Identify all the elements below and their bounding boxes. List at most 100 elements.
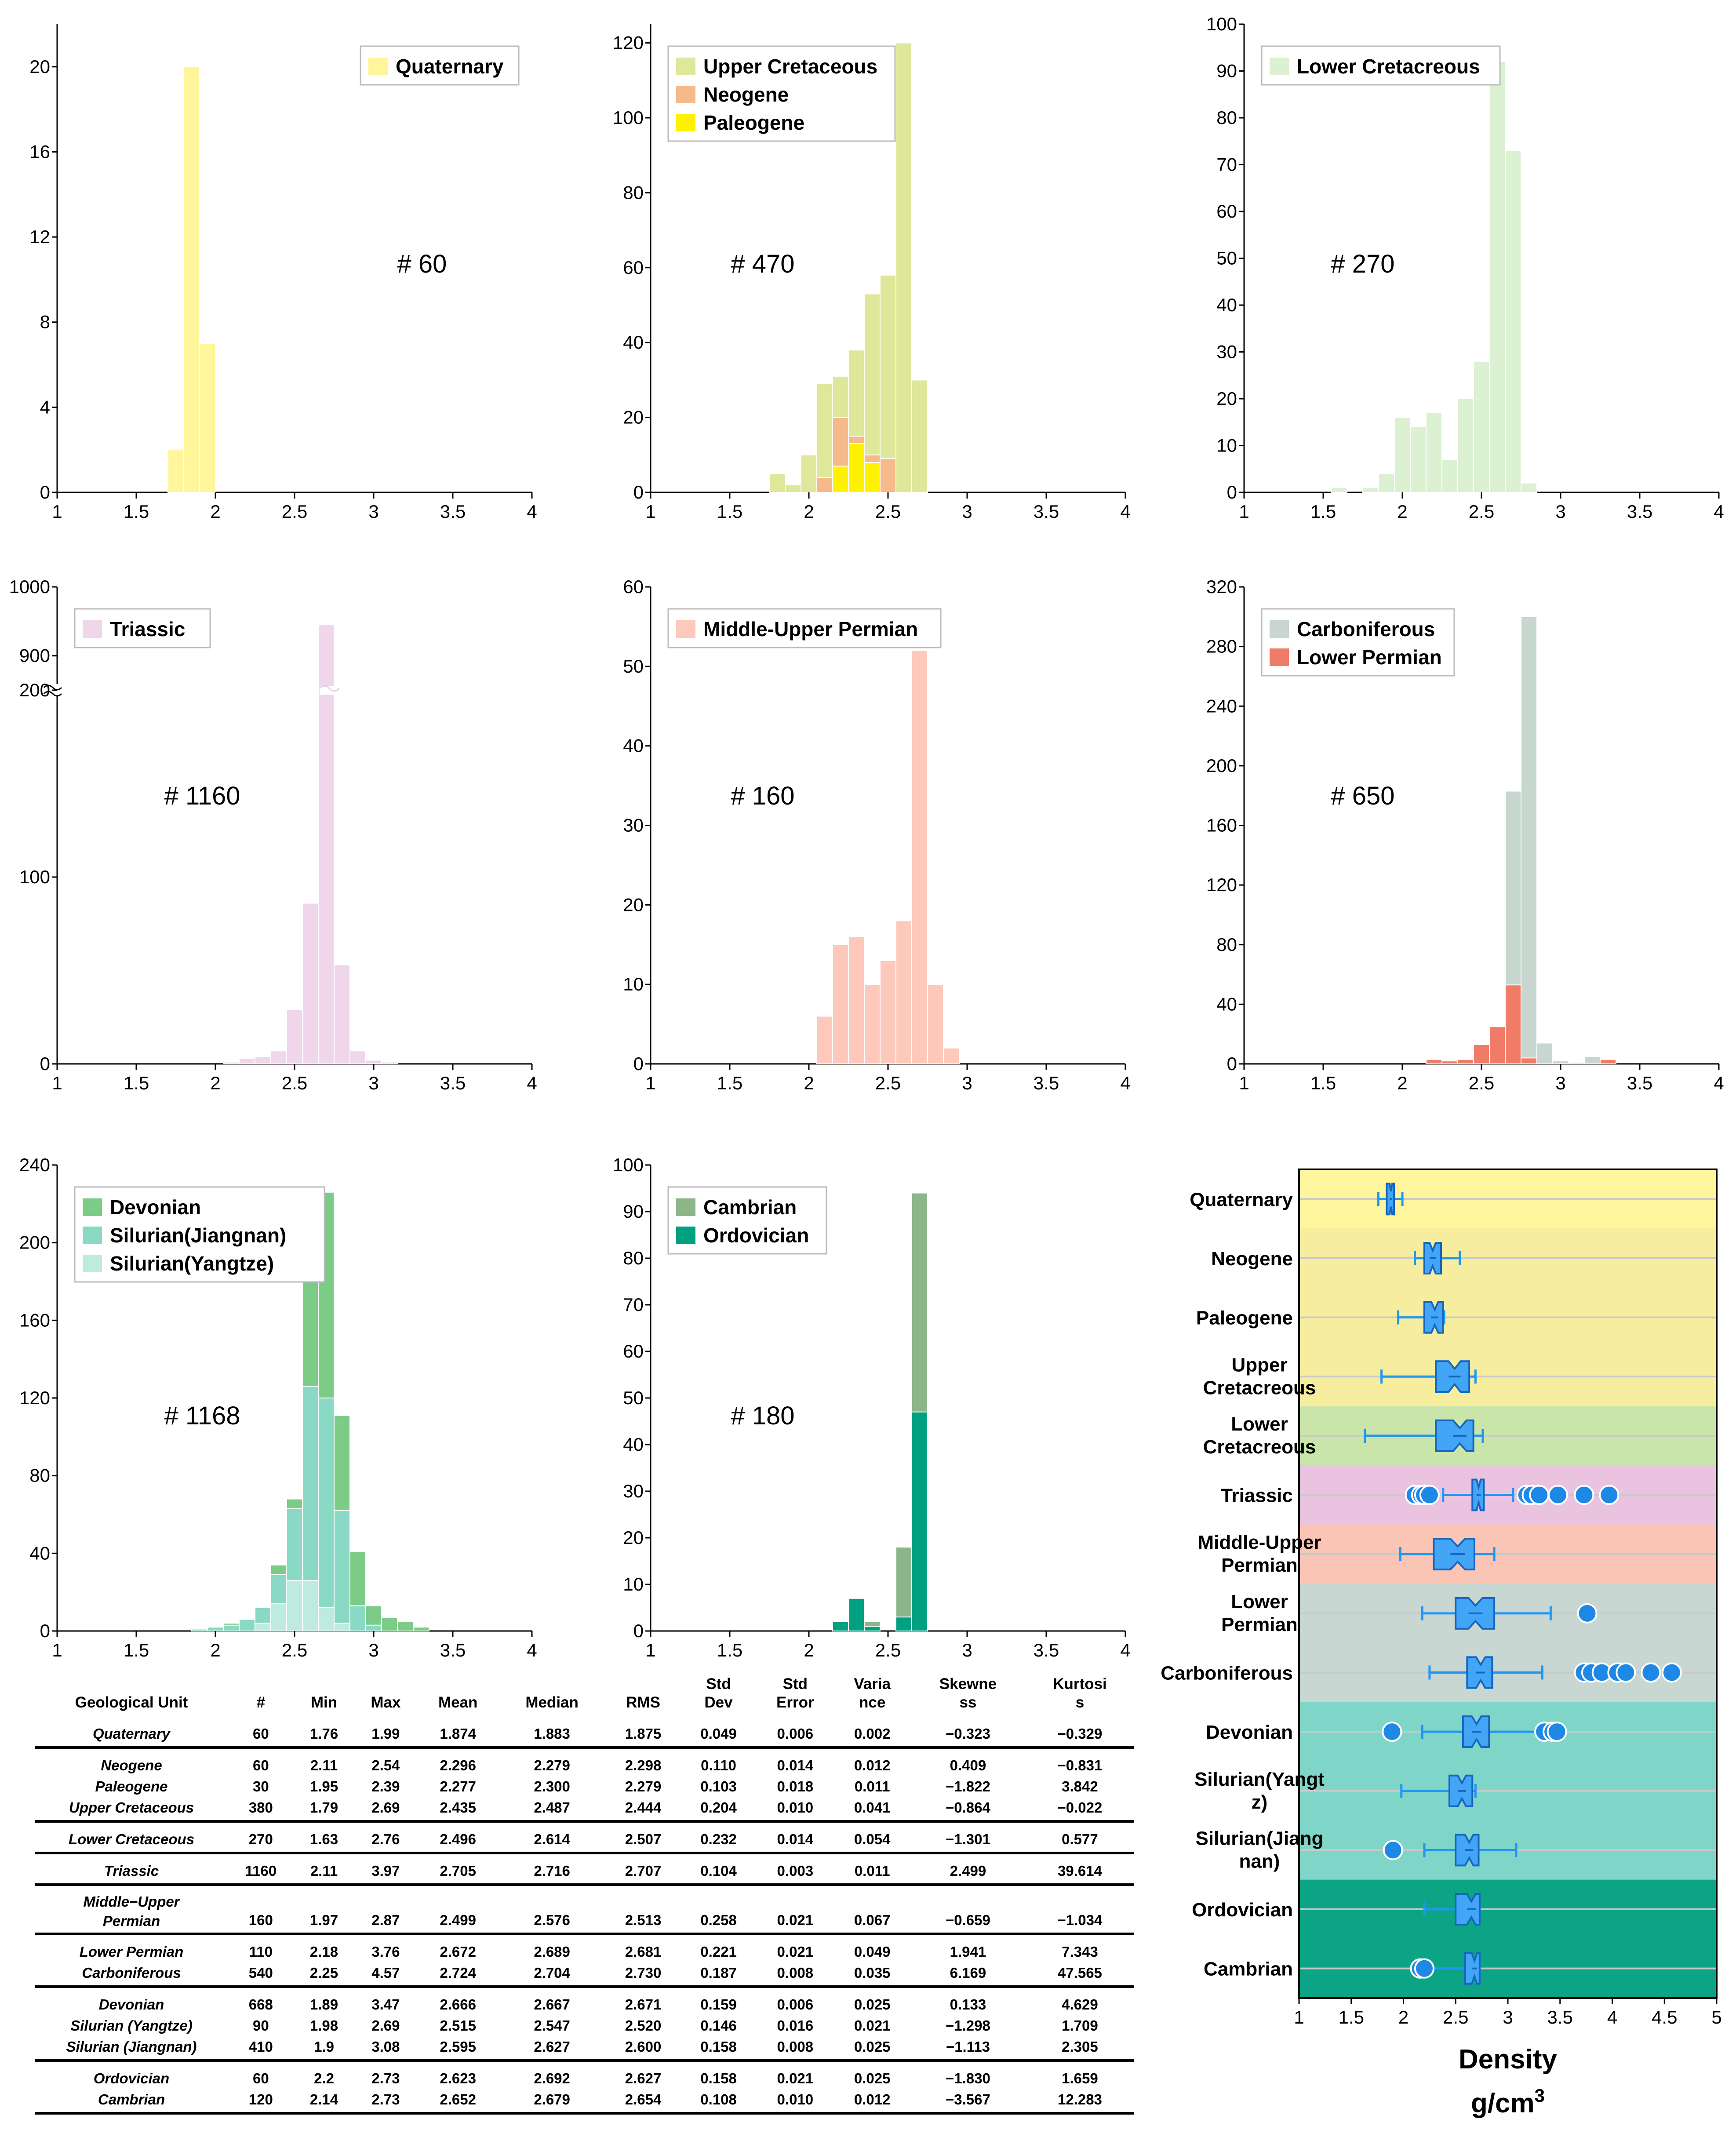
bar bbox=[223, 1624, 240, 1631]
y-tick-label: 100 bbox=[613, 107, 644, 128]
y-tick-label: 40 bbox=[1216, 994, 1237, 1014]
unit-name-cell: Triassic bbox=[35, 1853, 228, 1886]
x-tick-label: 2.5 bbox=[875, 501, 901, 522]
row-label: Cretacreous bbox=[1203, 1377, 1316, 1398]
series-Carboniferous bbox=[1473, 616, 1601, 1064]
bar bbox=[816, 383, 833, 493]
value-cell: 12.283 bbox=[1025, 2089, 1134, 2115]
legend-swatch bbox=[1270, 620, 1289, 638]
legend-swatch bbox=[368, 58, 388, 75]
y-tick-label: 280 bbox=[1206, 636, 1237, 657]
x-tick-label: 3.5 bbox=[1627, 501, 1652, 522]
row-label: Carboniferous bbox=[1161, 1662, 1293, 1684]
bar bbox=[302, 903, 319, 1064]
value-cell: 2.681 bbox=[605, 1934, 681, 1962]
x-tick-label: 2 bbox=[210, 1640, 220, 1660]
row-label: Ordovician bbox=[1192, 1899, 1293, 1921]
bar bbox=[1426, 412, 1442, 493]
cell-line: 0.146 bbox=[700, 2017, 737, 2034]
column-header: Varia nce bbox=[834, 1675, 910, 1717]
y-tick-label: 160 bbox=[1206, 815, 1237, 836]
y-tick-label: 100 bbox=[1206, 14, 1237, 34]
value-cell: 0.002 bbox=[834, 1716, 910, 1749]
y-tick-label: 900 bbox=[19, 645, 50, 666]
y-tick-label: 8 bbox=[40, 312, 50, 332]
x-tick-label: 1.5 bbox=[1310, 1073, 1336, 1093]
row-label: Upper bbox=[1231, 1354, 1287, 1376]
x-tick-label: 1.5 bbox=[717, 1073, 742, 1093]
value-cell: 0.014 bbox=[756, 1747, 834, 1776]
value-cell: 2.499 bbox=[417, 1885, 499, 1935]
value-cell: 1.9 bbox=[294, 2036, 354, 2062]
legend: Middle-Upper Permian bbox=[667, 608, 942, 648]
cell-line: 2.600 bbox=[625, 2039, 662, 2055]
cell-line: 1.709 bbox=[1062, 2017, 1098, 2034]
bar bbox=[943, 1047, 960, 1064]
x-tick-label: 1.5 bbox=[124, 501, 149, 522]
column-header: # bbox=[228, 1675, 294, 1717]
cell-line: 3.97 bbox=[371, 1863, 400, 1879]
cell-line: 0.021 bbox=[777, 1944, 814, 1960]
y-tick-label: 40 bbox=[623, 735, 644, 756]
x-tick-label: 4.5 bbox=[1652, 2007, 1677, 2028]
cell-line: 160 bbox=[248, 1912, 273, 1928]
histogram-cretaceous-upper: 0 20 40 60 80 100 120 1 1.5 2 2.5 3 3.5 4 # 470 Upper C… bbox=[613, 24, 1131, 522]
cell-line: 0.108 bbox=[700, 2091, 737, 2108]
cell-line: 1.76 bbox=[309, 1726, 338, 1742]
cell-line: 6.169 bbox=[950, 1965, 986, 1981]
cell-line: 2.300 bbox=[534, 1778, 570, 1795]
value-cell: 0.146 bbox=[681, 2015, 756, 2036]
cell-line: Ordovician bbox=[93, 2070, 170, 2086]
outlier-point bbox=[1383, 1840, 1403, 1860]
cell-line: 0.014 bbox=[777, 1831, 814, 1847]
bar-break-gap bbox=[320, 686, 339, 695]
column-header-line: # bbox=[256, 1694, 266, 1711]
value-cell: 0.006 bbox=[756, 1987, 834, 2015]
x-tick-label: 1 bbox=[645, 1073, 655, 1093]
bar bbox=[895, 1616, 912, 1631]
x-tick-label: 2 bbox=[210, 1073, 220, 1093]
value-cell: −1.301 bbox=[910, 1821, 1026, 1854]
bar bbox=[848, 443, 865, 493]
cell-line: 540 bbox=[248, 1965, 273, 1981]
cell-line: 2.627 bbox=[625, 2070, 662, 2086]
x-tick-label: 3 bbox=[962, 501, 972, 522]
box-row: Neogene bbox=[1211, 1228, 1717, 1289]
cell-line: 2.627 bbox=[534, 2039, 570, 2055]
value-cell: 0.187 bbox=[681, 1962, 757, 1988]
column-header-line: ss bbox=[959, 1694, 977, 1711]
value-cell: 30 bbox=[228, 1776, 294, 1797]
bar bbox=[318, 1607, 335, 1631]
y-tick-label: 0 bbox=[40, 1053, 50, 1074]
value-cell: 39.614 bbox=[1025, 1853, 1134, 1886]
box-row: Quaternary bbox=[1190, 1169, 1717, 1229]
value-cell: 0.049 bbox=[681, 1716, 757, 1749]
table-row: Triassic 1160 2.11 3.97 2.705 2.716 2.707 0.104… bbox=[35, 1853, 1134, 1886]
bar bbox=[1568, 1062, 1585, 1064]
series-Quaternary bbox=[167, 66, 216, 493]
cell-line: Silurian (Jiangnan) bbox=[66, 2039, 197, 2055]
cell-line: Lower Cretaceous bbox=[68, 1831, 195, 1847]
row-label: Silurian(Jiang bbox=[1196, 1828, 1324, 1849]
bar bbox=[413, 1627, 429, 1632]
x-tick-label: 3 bbox=[1503, 2007, 1513, 2028]
value-cell: 2.300 bbox=[499, 1776, 605, 1797]
value-cell: 2.666 bbox=[417, 1987, 499, 2015]
x-axis-unit: g/cm3 bbox=[1471, 2085, 1545, 2119]
x-axis-unit-superscript: 3 bbox=[1535, 2085, 1545, 2106]
legend-label: Silurian(Jiangnan) bbox=[110, 1224, 286, 1247]
x-tick-label: 2 bbox=[804, 1073, 814, 1093]
x-tick-label: 2.5 bbox=[1469, 1073, 1494, 1093]
y-tick-label: 20 bbox=[29, 56, 50, 77]
value-cell: 0.108 bbox=[681, 2089, 757, 2115]
y-tick-label: 0 bbox=[633, 1053, 644, 1074]
x-tick-label: 1 bbox=[52, 1073, 62, 1093]
legend-label: Upper Cretaceous bbox=[703, 55, 877, 78]
value-cell: 0.054 bbox=[834, 1821, 910, 1854]
value-cell: 110 bbox=[228, 1934, 294, 1962]
cell-line: 0.577 bbox=[1062, 1831, 1098, 1847]
cell-line: 1.659 bbox=[1062, 2070, 1098, 2086]
cell-line: 2.73 bbox=[371, 2091, 400, 2108]
cell-line: 0.011 bbox=[854, 1778, 890, 1795]
series-Silurian(Yangtze) bbox=[255, 1580, 350, 1632]
